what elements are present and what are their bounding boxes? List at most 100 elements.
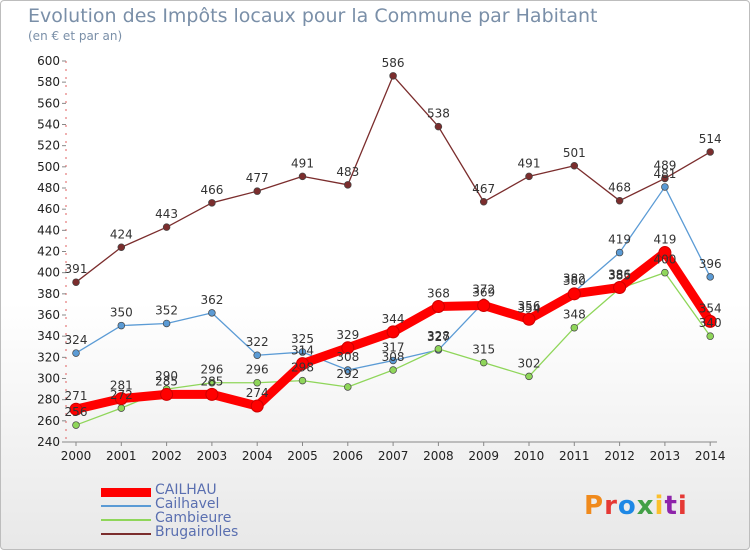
data-point [344, 366, 352, 374]
data-labels-layer: 271 281 285 285 274 314 329 344 368 369 356 380 386 4… [65, 56, 722, 419]
logo-letter: r [604, 491, 618, 521]
data-label: 314 [291, 344, 314, 358]
data-point [567, 287, 581, 301]
data-label: 302 [518, 356, 541, 370]
data-label: 285 [155, 374, 178, 388]
data-label: 350 [110, 306, 133, 320]
data-label: 344 [382, 312, 405, 326]
data-point [205, 387, 219, 401]
data-point [162, 319, 171, 328]
data-point [479, 358, 488, 367]
y-tick-label: 440 [37, 223, 60, 237]
data-label: 356 [518, 299, 541, 313]
data-label: 324 [65, 333, 88, 347]
data-label: 477 [246, 171, 269, 185]
series-cailhau [69, 246, 717, 416]
data-label: 385 [608, 269, 631, 283]
legend-label: Brugairolles [155, 524, 239, 540]
data-point [296, 357, 309, 371]
logo-letter: i [654, 491, 665, 521]
data-label: 369 [472, 285, 495, 299]
data-label: 322 [246, 335, 269, 349]
data-label: 419 [653, 233, 676, 247]
logo-letter: P [584, 491, 605, 521]
data-point [117, 243, 126, 252]
data-point [706, 273, 714, 281]
x-tick-label: 2001 [106, 449, 137, 463]
data-point [69, 402, 83, 416]
x-tick-label: 2014 [695, 449, 726, 463]
legend-label: Cailhavel [155, 496, 220, 512]
logo-letter: i [677, 491, 688, 521]
data-label: 292 [336, 367, 359, 381]
x-tick-label: 2013 [650, 449, 681, 463]
logo-letter: t [664, 491, 678, 521]
data-label: 352 [155, 303, 178, 317]
data-label: 354 [518, 301, 541, 315]
data-label: 391 [65, 262, 88, 276]
y-tick-label: 560 [37, 96, 60, 110]
data-point [298, 348, 307, 356]
data-label: 362 [200, 293, 223, 307]
y-tick-label: 360 [37, 308, 60, 322]
data-point [250, 399, 264, 413]
data-label: 274 [246, 386, 269, 400]
data-point [431, 300, 445, 314]
data-point [658, 246, 672, 260]
y-tick-label: 260 [37, 414, 60, 428]
data-label: 372 [472, 282, 495, 296]
y-tick-label: 240 [37, 435, 60, 449]
data-point [525, 172, 533, 181]
legend-swatch [101, 505, 151, 507]
data-point [434, 345, 443, 353]
x-tick-label: 2006 [333, 449, 364, 463]
data-point [253, 351, 261, 359]
data-point [434, 122, 443, 131]
x-tick-label: 2007 [378, 449, 409, 463]
y-tick-label: 380 [37, 287, 60, 301]
data-point [477, 298, 491, 312]
data-point [661, 174, 669, 183]
data-label: 501 [563, 146, 586, 160]
legend-label: CAILHAU [155, 482, 217, 498]
data-point [661, 183, 669, 191]
data-point [615, 196, 624, 205]
data-point [706, 148, 714, 156]
data-label: 290 [155, 369, 178, 383]
data-label: 315 [472, 343, 495, 357]
data-point [344, 383, 352, 391]
data-point [298, 172, 307, 181]
x-tick-label: 2012 [604, 449, 635, 463]
data-point [522, 312, 536, 326]
data-label: 285 [200, 374, 223, 388]
data-point [389, 366, 397, 374]
data-label: 354 [699, 301, 722, 315]
data-label: 424 [110, 227, 133, 241]
x-tick-label: 2002 [151, 449, 182, 463]
legend-label: Cambieure [155, 510, 232, 526]
data-label: 538 [427, 107, 450, 121]
data-label: 368 [427, 287, 450, 301]
data-point [208, 378, 216, 387]
y-tick-label: 540 [37, 118, 60, 132]
y-tick-label: 400 [37, 266, 60, 280]
data-label: 467 [472, 182, 495, 196]
series-layer [69, 72, 717, 429]
chart-subtitle: (en € et par an) [28, 29, 123, 43]
data-label: 489 [653, 158, 676, 172]
y-tick-label: 280 [37, 393, 60, 407]
data-point [386, 325, 400, 339]
data-label: 256 [65, 405, 88, 419]
data-label: 296 [200, 363, 223, 377]
data-point [117, 404, 126, 412]
x-tick-label: 2003 [197, 449, 228, 463]
data-label: 340 [699, 316, 722, 330]
data-point [479, 198, 488, 206]
data-label: 380 [563, 274, 586, 288]
logo-letter: o [617, 491, 637, 521]
legend-swatch [101, 533, 151, 535]
data-point [253, 378, 261, 387]
data-label: 491 [518, 156, 541, 170]
